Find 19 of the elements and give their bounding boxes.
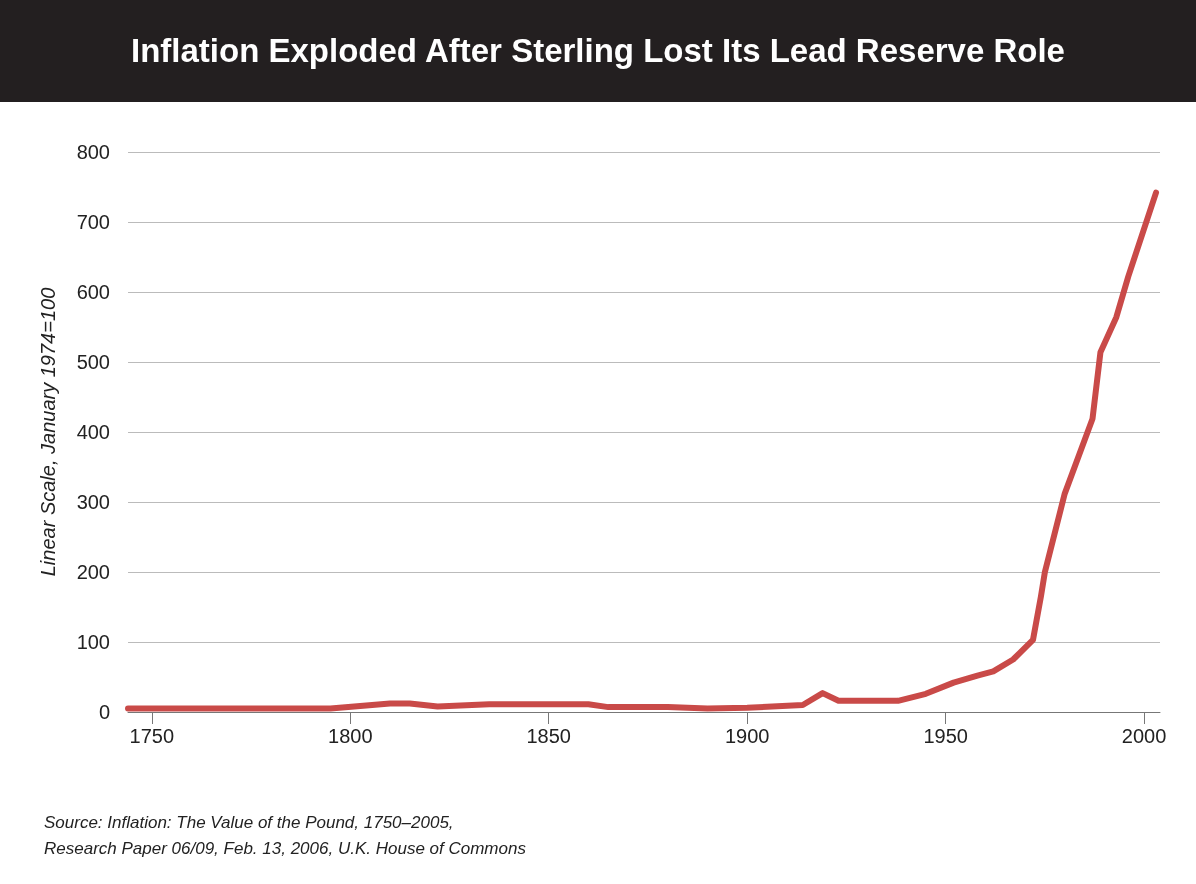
x-tick-label: 1950 [923,725,968,747]
y-tick-label: 0 [98,701,110,723]
text: Research Paper 06/09, Feb. 13, 2006, U.K. House of Commons [44,838,526,860]
x-tick-label: 2000 [1121,725,1167,747]
y-tick-label: 800 [76,141,110,163]
x-tick-label: 1900 [724,725,770,747]
y-tick-label: 500 [76,351,110,373]
y-tick-label: 100 [76,631,110,653]
chart-title: Inflation Exploded After Sterling Lost Its Lead Reserve Role [0,0,1196,102]
y-tick-label: 200 [76,561,110,583]
x-tick-label: 1800 [328,725,373,747]
y-tick-label: 400 [76,421,110,443]
y-tick-label: 300 [76,491,110,513]
y-tick-label: 700 [76,211,110,233]
x-tick-label: 1750 [129,725,175,747]
source-note: Source: Inflation: The Value of the Pound, 1750–2005, [44,812,455,834]
y-tick-label: 600 [76,281,110,303]
x-tick-label: 1850 [526,725,571,747]
y-axis-title: Linear Scale, January 1974=100 [37,287,59,577]
